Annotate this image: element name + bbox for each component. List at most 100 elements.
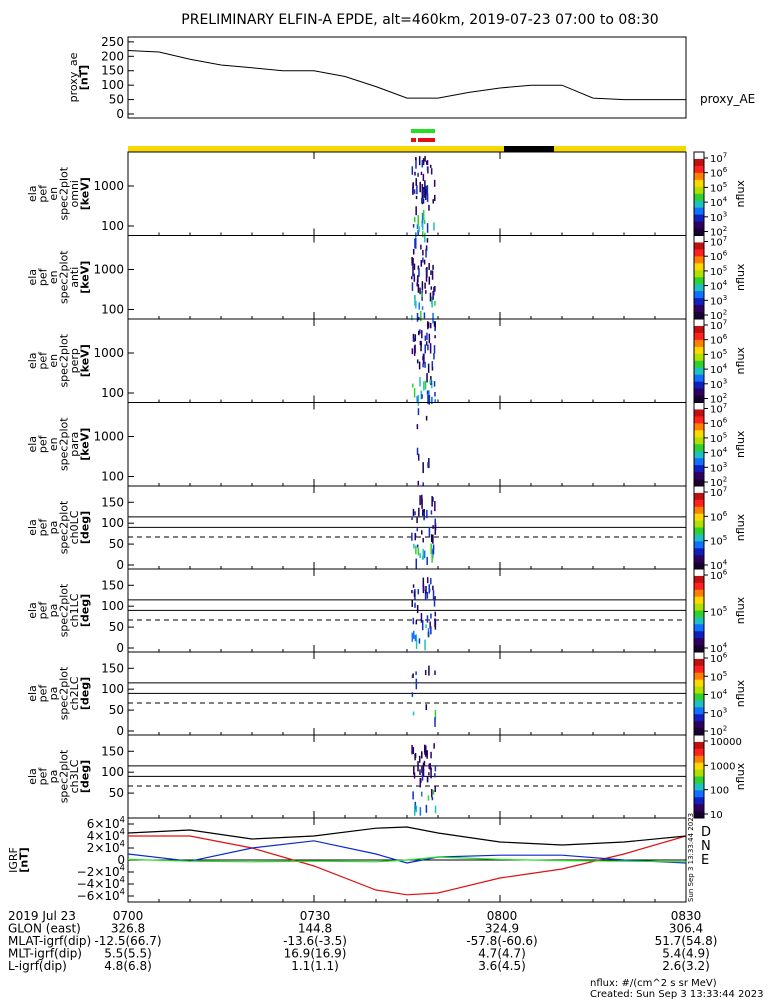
colorbar-segment (694, 291, 704, 299)
colorbar-tick-label: 104 (710, 559, 728, 573)
spectrogram-pixel (411, 315, 413, 321)
colorbar-segment (694, 332, 704, 341)
spectrogram-pixel (417, 265, 420, 270)
colorbar-segment (694, 748, 704, 757)
spectrogram-pixel (421, 293, 423, 297)
spectrogram-pixel (431, 789, 433, 798)
colorbar-segment (694, 312, 704, 320)
pa-ytick-label: 100 (101, 682, 124, 696)
spectrogram-pixel (418, 507, 420, 517)
colorbar-tick-label: 103 (710, 461, 727, 475)
spectrogram-pixel (434, 285, 436, 292)
spectrogram-pixel (432, 534, 434, 544)
spectrogram-pixel (419, 340, 422, 346)
spectrogram-pixel (431, 496, 433, 507)
colorbar-tick-label: 105 (710, 605, 727, 619)
colorbar-segment (694, 679, 704, 688)
spectrogram-pixel (414, 344, 416, 354)
spectrogram-pixel (431, 396, 433, 404)
plot-title: PRELIMINARY ELFIN-A EPDE, alt=460km, 201… (181, 12, 658, 28)
colorbar-tick-label: 102 (710, 725, 727, 739)
igrf-series-D (128, 835, 687, 896)
spectrogram-pixel (422, 583, 425, 594)
colorbar-segment (694, 305, 704, 313)
spectrogram-pixel (417, 394, 420, 406)
spectrogram-pixel (432, 497, 434, 502)
colorbar-segment (694, 797, 704, 805)
igrf-legend-entry: D (701, 825, 711, 840)
spectrogram-pixel (430, 510, 433, 515)
colorbar-tick-label: 102 (710, 309, 727, 323)
colorbar-segment (694, 319, 704, 327)
footer-value: 5.4(4.9) (662, 947, 710, 961)
spectrogram-pixel (413, 263, 416, 270)
footer-value: 0800 (487, 909, 518, 923)
colorbar-tick-label: 102 (710, 225, 727, 239)
footer-value: 324.9 (485, 922, 519, 936)
spectrogram-pixel (417, 275, 419, 283)
colorbar-tick-label: 107 (710, 486, 727, 500)
colorbar-segment (694, 339, 704, 348)
spectrogram-pixel (418, 156, 421, 166)
colorbar-tick-label: 104 (710, 446, 728, 460)
spectrogram-pixel (426, 193, 429, 203)
colorbar-segment (694, 804, 704, 812)
proxy-ae-ylabel: proxy_ae[nT] (67, 52, 91, 102)
igrf-ytick-label: 6×104 (87, 815, 125, 831)
colorbar-segment (694, 298, 704, 306)
spectra-ytick-label: 1000 (93, 263, 124, 277)
spectrogram-pixel (421, 197, 424, 202)
spectrogram-pixel (413, 591, 416, 597)
proxy-ae-series-label: proxy_AE (700, 92, 755, 106)
spectrogram-pixel (422, 537, 424, 543)
colorbar-label: nflux (734, 513, 747, 541)
axis-label-line: pef (36, 767, 49, 786)
igrf-legend-entry: E (701, 853, 709, 868)
colorbar-segment (694, 207, 704, 216)
spectrogram-pixel (434, 773, 436, 778)
spectrogram-pixel (416, 224, 419, 230)
colorbar-segment (694, 721, 704, 729)
spectrogram-pixel (422, 762, 425, 772)
spectrogram-pixel (422, 509, 424, 516)
spectrogram-pixel (421, 619, 424, 631)
spectrogram-pixel (434, 717, 436, 727)
spectrogram-pixel (430, 767, 432, 779)
igrf-series-total (127, 826, 687, 846)
colorbar-tick-label: 105 (710, 534, 727, 548)
colorbar-segment (694, 569, 704, 577)
spectrogram-pixel (434, 524, 437, 535)
spectrogram-pixel (424, 380, 427, 390)
spectrogram-pixel (429, 763, 432, 771)
spectrogram-pixel (420, 260, 423, 267)
axis-label-line: ela (26, 185, 39, 202)
spectrogram-pixel (428, 262, 430, 270)
spectrogram-pixel (418, 361, 421, 370)
spectrogram-pixel (416, 447, 419, 456)
spectrogram-pixel (416, 544, 419, 548)
axis-label-line: ela (26, 436, 39, 453)
spectrogram-pixel (431, 297, 433, 308)
axis-label-line: pef (36, 518, 49, 537)
ae-ytick-label: 50 (109, 93, 124, 107)
spectrogram-pixel (427, 344, 429, 351)
spectrogram-pixel (411, 276, 413, 280)
spectrogram-pixel (434, 596, 436, 601)
spectrogram-pixel (419, 329, 421, 334)
colorbar-tick-label: 107 (710, 152, 727, 166)
pa-ytick-label: 100 (101, 516, 124, 530)
colorbar-segment (694, 270, 704, 278)
colorbar-segment (694, 624, 704, 632)
axis-label-line: en (47, 354, 60, 368)
spectrogram-pixel (428, 204, 430, 211)
colorbar-segment (694, 645, 704, 653)
spectrogram-pixel (412, 746, 415, 754)
pa-ytick-label: 150 (101, 495, 124, 509)
spectrogram-pixel (419, 181, 421, 193)
spectrogram-pixel (421, 494, 423, 505)
spectrogram-pixel (434, 321, 436, 330)
axis-label-line: en (47, 270, 60, 284)
spectrogram-pixel (434, 786, 436, 793)
